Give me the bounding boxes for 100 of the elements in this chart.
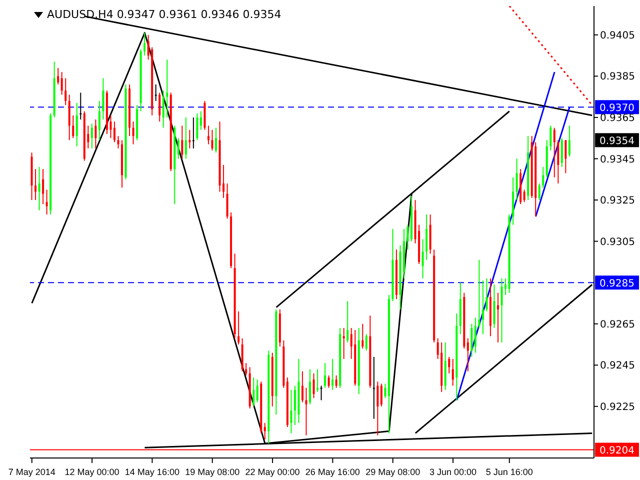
candlestick	[305, 387, 308, 436]
y-tick-label: 0.9405	[600, 30, 635, 42]
x-tick-label: 3 Jun 00:00	[429, 467, 477, 477]
candlestick	[200, 110, 202, 130]
candlestick	[80, 92, 82, 120]
y-tick-label: 0.9345	[600, 154, 635, 166]
candlestick	[478, 259, 480, 328]
x-tick-label: 22 May 00:00	[245, 467, 300, 477]
candlestick	[117, 136, 120, 149]
candlestick	[448, 356, 450, 374]
candlestick	[72, 114, 74, 139]
candlestick	[90, 123, 93, 149]
candlestick	[184, 116, 187, 160]
x-tick-label: 29 May 08:00	[366, 467, 420, 477]
candlestick	[335, 374, 338, 388]
candlestick	[42, 168, 44, 205]
candlestick	[144, 32, 146, 56]
x-tick-label: 19 May 08:00	[185, 467, 240, 477]
candlestick	[553, 127, 556, 178]
y-tick-label: 0.9365	[600, 113, 635, 124]
candlestick	[192, 116, 194, 149]
annotation: 0.9354	[600, 136, 634, 148]
candlestick	[308, 368, 311, 405]
candlestick	[158, 92, 161, 122]
candlestick	[568, 125, 570, 158]
candlestick	[46, 189, 48, 215]
candlestick	[500, 278, 503, 343]
candlestick	[38, 166, 40, 211]
candlestick	[564, 140, 567, 174]
candlestick	[57, 67, 60, 85]
candlestick	[162, 90, 164, 128]
candlestick	[482, 280, 484, 335]
y-tick-label: 0.9305	[600, 236, 635, 248]
candlestick	[312, 372, 315, 399]
y-tick-label: 0.9325	[600, 196, 635, 207]
candlestick	[320, 385, 322, 401]
candlestick	[516, 158, 518, 201]
candlestick	[474, 317, 476, 354]
candlestick	[64, 78, 67, 106]
candlestick	[376, 381, 379, 436]
candlestick	[316, 368, 319, 392]
ref-line-label: 0.9204	[600, 446, 634, 457]
candlestick	[324, 362, 326, 388]
candlestick	[362, 323, 364, 350]
y-tick-label: 0.9225	[600, 402, 635, 413]
ref-line-label: 0.9285	[600, 278, 634, 290]
candlestick	[496, 292, 499, 343]
candlestick	[34, 168, 37, 201]
candlestick	[342, 327, 345, 360]
candlestick	[523, 189, 526, 203]
candlestick	[365, 334, 368, 352]
candlestick	[328, 374, 330, 388]
candlestick	[538, 183, 540, 201]
candlestick	[470, 323, 473, 358]
candlestick	[560, 138, 563, 168]
x-tick-label: 12 May 00:00	[64, 467, 120, 477]
candlestick	[384, 383, 386, 399]
candlestick	[154, 84, 157, 102]
x-tick-label: 26 May 16:00	[305, 467, 360, 477]
candlestick	[550, 125, 552, 151]
candlestick	[452, 358, 454, 386]
candlestick	[466, 338, 469, 372]
candlestick	[332, 358, 334, 390]
candlestick	[207, 125, 210, 145]
candlestick	[196, 112, 198, 141]
candlestick	[372, 356, 375, 420]
candlestick	[113, 121, 116, 143]
x-tick-label: 7 May 2014	[8, 467, 56, 477]
candlestick	[557, 140, 560, 184]
candlestick	[256, 379, 258, 403]
candlestick	[166, 59, 168, 118]
candlestick	[294, 385, 296, 426]
candlestick	[98, 100, 100, 141]
candlestick	[264, 422, 266, 440]
y-tick-label: 0.9245	[600, 360, 635, 372]
candlestick	[60, 72, 63, 96]
candlestick	[238, 310, 240, 345]
candlestick	[290, 389, 292, 434]
candlestick	[94, 119, 97, 149]
candlestick	[252, 377, 255, 407]
candlestick	[542, 166, 544, 188]
candlestick	[486, 278, 488, 312]
candlestick	[102, 78, 104, 120]
ref-line-label: 0.9370	[600, 103, 634, 114]
candlestick	[214, 127, 217, 154]
chart-title: AUDUSD,H4 0.9347 0.9361 0.9346 0.9354	[47, 8, 282, 21]
x-tick-label: 14 May 16:00	[124, 467, 180, 477]
candlestick	[177, 138, 180, 160]
candlestick	[493, 284, 496, 328]
x-tick-label: 5 Jun 16:00	[486, 467, 533, 477]
y-tick-label: 0.9265	[600, 319, 635, 330]
candlestick	[181, 125, 184, 160]
candlestick	[245, 362, 248, 376]
candlestick	[132, 121, 134, 145]
candlestick	[188, 129, 191, 149]
candlestick	[226, 183, 228, 220]
candlestick	[422, 238, 424, 279]
candlestick	[426, 214, 428, 260]
candlestick	[211, 129, 214, 151]
candlestick	[380, 383, 382, 407]
